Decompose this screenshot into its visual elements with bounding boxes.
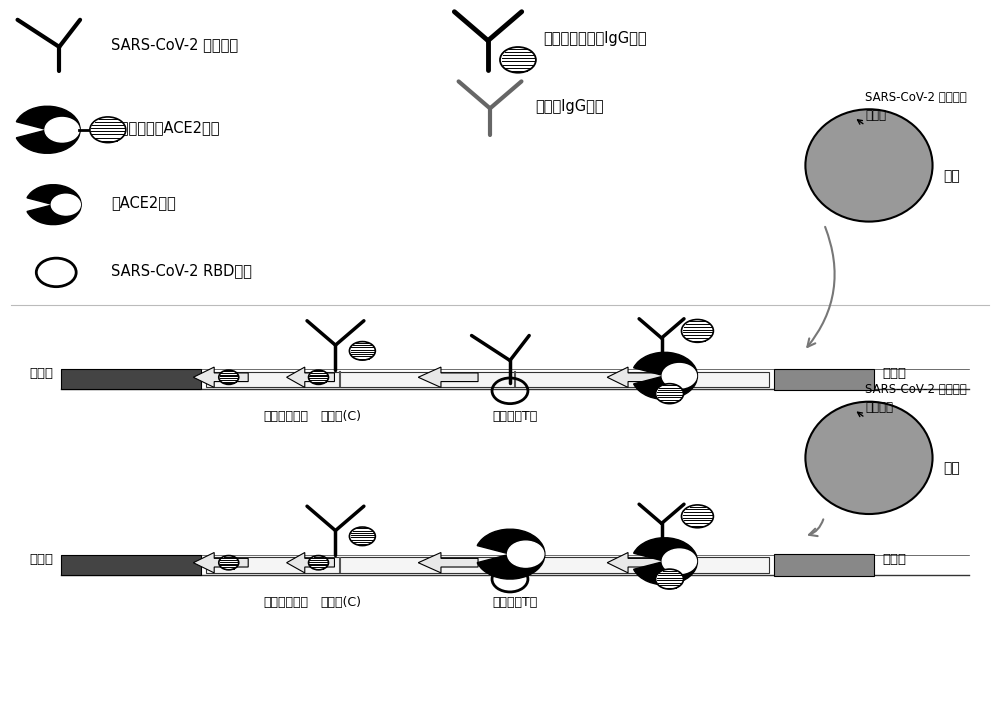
Bar <box>206 557 769 573</box>
Bar <box>61 369 201 390</box>
Text: SARS-CoV-2 RBD蛋白: SARS-CoV-2 RBD蛋白 <box>111 263 252 278</box>
Wedge shape <box>16 106 80 153</box>
Circle shape <box>662 364 696 388</box>
Text: 血清: 血清 <box>944 169 961 183</box>
Text: 吸水垫: 吸水垫 <box>29 553 53 566</box>
Circle shape <box>681 505 713 528</box>
Wedge shape <box>27 185 81 225</box>
Text: 不存在时: 不存在时 <box>865 401 893 414</box>
Text: 质控线(C): 质控线(C) <box>320 596 361 609</box>
FancyArrow shape <box>418 553 478 573</box>
Text: 硝酸纤维素膜: 硝酸纤维素膜 <box>263 596 308 609</box>
FancyArrow shape <box>193 367 248 387</box>
FancyArrow shape <box>418 367 478 387</box>
Text: 吸水垫: 吸水垫 <box>29 367 53 380</box>
Text: SARS-CoV-2 中和抗体: SARS-CoV-2 中和抗体 <box>111 37 238 52</box>
Text: 样本垫: 样本垫 <box>882 367 906 380</box>
Circle shape <box>508 541 544 567</box>
Circle shape <box>656 384 683 404</box>
Text: SARS-CoV-2 中和抗体: SARS-CoV-2 中和抗体 <box>865 383 967 397</box>
Bar <box>774 554 874 576</box>
Circle shape <box>349 342 375 360</box>
Wedge shape <box>477 529 545 579</box>
Text: 存在时: 存在时 <box>865 109 886 122</box>
Ellipse shape <box>805 110 933 221</box>
FancyArrow shape <box>607 367 662 387</box>
Circle shape <box>219 556 239 570</box>
FancyArrow shape <box>287 367 334 387</box>
Text: SARS-CoV-2 中和抗体: SARS-CoV-2 中和抗体 <box>865 91 967 104</box>
Text: 检测线（T）: 检测线（T） <box>492 596 538 609</box>
Text: 人ACE2蛋白: 人ACE2蛋白 <box>111 195 176 210</box>
Text: 质控线(C): 质控线(C) <box>320 410 361 423</box>
Text: 硝酸纤维素膜: 硝酸纤维素膜 <box>263 410 308 423</box>
Circle shape <box>309 370 328 384</box>
FancyArrow shape <box>287 553 334 573</box>
Text: 血清: 血清 <box>944 462 961 475</box>
Circle shape <box>500 47 536 73</box>
Ellipse shape <box>805 402 933 514</box>
Circle shape <box>90 117 126 142</box>
Circle shape <box>662 549 696 574</box>
Text: 信号物标记小鼠IgG抗体: 信号物标记小鼠IgG抗体 <box>543 31 647 46</box>
Circle shape <box>45 117 79 142</box>
Circle shape <box>219 370 239 384</box>
Circle shape <box>681 319 713 342</box>
Circle shape <box>309 556 328 570</box>
Circle shape <box>51 194 80 215</box>
Bar <box>774 369 874 390</box>
Text: 样本垫: 样本垫 <box>882 553 906 566</box>
FancyArrow shape <box>193 553 248 573</box>
Circle shape <box>656 569 683 589</box>
Wedge shape <box>634 538 697 585</box>
Wedge shape <box>634 352 697 400</box>
FancyArrow shape <box>607 553 662 573</box>
Text: 信号物标记人ACE2蛋白: 信号物标记人ACE2蛋白 <box>111 120 220 135</box>
Bar <box>206 372 769 387</box>
Circle shape <box>349 527 375 546</box>
Text: 抗小鼠IgG抗体: 抗小鼠IgG抗体 <box>535 99 604 114</box>
Bar <box>61 555 201 575</box>
Text: 检测线（T）: 检测线（T） <box>492 410 538 423</box>
